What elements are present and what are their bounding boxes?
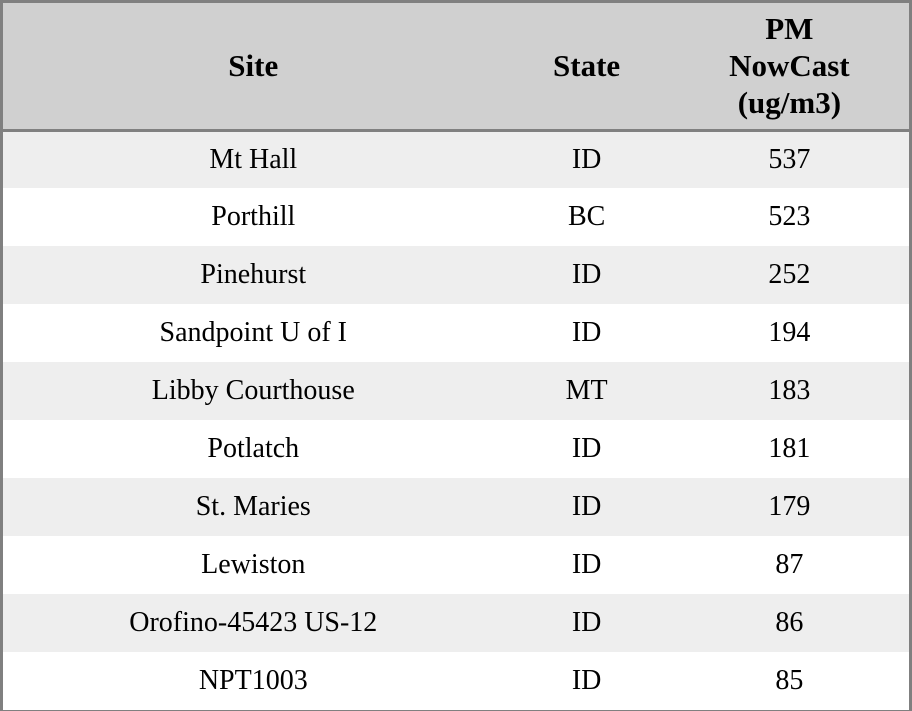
state-cell: ID [571, 607, 602, 638]
site-cell: Potlatch [207, 433, 300, 464]
pm-nowcast-cell: 181 [768, 433, 811, 464]
site-cell: Pinehurst [200, 259, 307, 290]
table-row: Porthill BC 523 [3, 188, 909, 246]
site-cell: Sandpoint U of I [159, 317, 347, 348]
state-cell: ID [571, 259, 602, 290]
column-header-state: State [503, 3, 670, 132]
pm-nowcast-cell: 252 [768, 259, 811, 290]
table-header: Site State PM NowCast (ug/m3) [3, 3, 909, 132]
state-cell: BC [567, 201, 606, 232]
column-header-pm-nowcast-label: PM NowCast (ug/m3) [729, 10, 850, 121]
header-row: Site State PM NowCast (ug/m3) [3, 3, 909, 132]
site-cell: Orofino-45423 US-12 [129, 607, 378, 638]
state-cell: ID [571, 665, 602, 696]
table-row: St. Maries ID 179 [3, 478, 909, 536]
table-row: Libby Courthouse MT 183 [3, 362, 909, 420]
column-header-site: Site [3, 3, 504, 132]
pm-nowcast-cell: 194 [768, 317, 811, 348]
state-cell: ID [571, 317, 602, 348]
column-header-pm-nowcast: PM NowCast (ug/m3) [669, 3, 909, 132]
site-cell: NPT1003 [198, 665, 308, 696]
table-row: Mt Hall ID 537 [3, 130, 909, 188]
air-quality-table: Site State PM NowCast (ug/m3) Mt Hall ID 5… [3, 3, 909, 710]
table-row: Sandpoint U of I ID 194 [3, 304, 909, 362]
site-cell: Libby Courthouse [151, 375, 355, 406]
pm-nowcast-cell: 183 [768, 375, 811, 406]
site-cell: Mt Hall [209, 143, 298, 175]
table-row: Pinehurst ID 252 [3, 246, 909, 304]
site-cell: Porthill [211, 201, 296, 232]
pm-nowcast-cell: 537 [768, 143, 811, 175]
state-cell: ID [571, 143, 602, 175]
state-cell: ID [571, 491, 602, 522]
pm-nowcast-cell: 523 [768, 201, 811, 232]
pm-nowcast-cell: 86 [775, 607, 804, 638]
table-row: Potlatch ID 181 [3, 420, 909, 478]
site-cell: Lewiston [201, 549, 306, 580]
table-row: Lewiston ID 87 [3, 536, 909, 594]
pm-nowcast-cell: 87 [775, 549, 804, 580]
state-cell: MT [565, 375, 608, 406]
table-row: NPT1003 ID 85 [3, 652, 909, 710]
column-header-site-label: Site [228, 48, 279, 84]
state-cell: ID [571, 549, 602, 580]
state-cell: ID [571, 433, 602, 464]
site-cell: St. Maries [195, 491, 311, 522]
table-body: Mt Hall ID 537 Porthill BC 523 Pinehurst ID 252 S… [3, 130, 909, 710]
table-row: Orofino-45423 US-12 ID 86 [3, 594, 909, 652]
pm-nowcast-cell: 179 [768, 491, 811, 522]
column-header-state-label: State [553, 48, 621, 84]
pm-nowcast-cell: 85 [775, 665, 804, 696]
